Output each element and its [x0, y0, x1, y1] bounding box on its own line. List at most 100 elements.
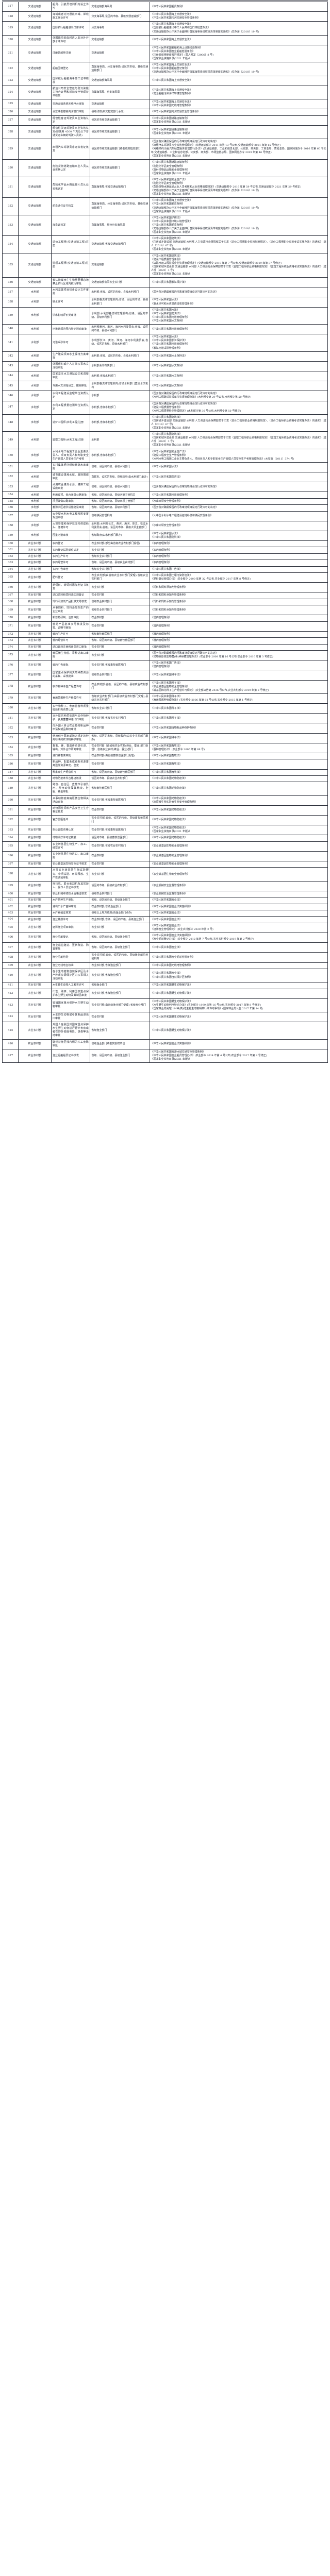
cell-license-item-name: 渔业捕捞许可 — [51, 916, 91, 923]
cell-department: 农业农村部 — [18, 861, 52, 868]
cell-department: 水利部 — [18, 287, 52, 298]
cell-legal-basis: 《中华人民共和国安全生产法》 《建设工程安全生产管理条例》 《水利水电工程施工企业主… — [149, 448, 328, 463]
legal-basis-line: 《交通运输部办公厅关于全面推行直属海事系统权责清单制度的通知》(交办海〔2018… — [151, 206, 259, 210]
cell-department: 交通运输部 — [18, 11, 52, 22]
cell-department: 农业农村部 — [18, 795, 52, 806]
table-row: 333 交通运输部 海员证核发 直属海事局、部分分支海事局 《中华人民共和国护照法》 《中… — [2, 214, 328, 236]
cell-license-item-name: 经营性客运驾驶员从业资格认定 — [51, 115, 91, 126]
cell-license-item-name: 出售、购买、利用国家重点保护水生野生动物及其制品审批 — [51, 988, 91, 999]
cell-department: 农业农村部 — [18, 572, 52, 583]
cell-legal-basis: 《中华人民共和国建筑法》 《住房和城乡建设部 交通运输部 水利部 人力资源社会保障… — [149, 431, 328, 449]
legal-basis-line: 《危险化学品安全管理条例》 — [151, 164, 185, 168]
cell-implementing-authority: 交通运输部 — [90, 98, 150, 110]
cell-serial-number: 363 — [2, 560, 19, 567]
cell-serial-number: 336 — [2, 277, 19, 288]
cell-legal-basis: 《兽药管理条例》 — [149, 621, 328, 632]
cell-legal-basis: 《中华人民共和国动物防疫法》 — [149, 835, 328, 842]
table-body: 317 交通运输部 船员、引航员培训机构设立许可 交通运输部海事局 《中华人民共和国船员… — [2, 1, 328, 1063]
legal-basis-line: 《水利工程质量检测管理规定》(水利部令第 36 号公布,水利部令第 50 号修正… — [151, 409, 241, 413]
legal-basis-line: 《国家职业资格目录(2021 年版)》 — [151, 210, 191, 213]
cell-license-item-name: 饲料添加剂产品批准文号核发 — [51, 598, 91, 606]
cell-implementing-authority: 省级政府(由水利部门承办) — [90, 530, 150, 541]
table-row: 407 农业农村部 渔业船舶建造、更新改造、购置审批 省级、设区的市级、县级渔业部门《… — [2, 942, 328, 953]
cell-department: 农业农村部 — [18, 1039, 52, 1049]
cell-legal-basis: 《中华人民共和国渔业船舶检验条例》 — [149, 952, 328, 963]
cell-legal-basis: 《中华人民共和国海上交通安全法》 《中华人民共和国船舶登记条例》 《交通运输部办公厅… — [149, 62, 328, 76]
cell-legal-basis: 《农业转基因生物安全管理条例》 — [149, 861, 328, 868]
cell-license-item-name: 船员适任证书核发 — [51, 197, 91, 215]
cell-implementing-authority: 农业农村部;省级、设区的市级、县级渔业船舶检验机构 — [90, 952, 150, 963]
legal-basis-line: 《中华人民共和国动物防疫法》 — [151, 818, 187, 822]
legal-basis-line: 《中华人民共和国畜牧法》 — [151, 744, 182, 748]
legal-basis-line: 《中华人民共和国种子法》 — [151, 681, 182, 685]
cell-department: 水利部 — [18, 351, 52, 362]
legal-basis-line: 《建设工程质量管理条例》 — [151, 258, 182, 261]
cell-serial-number: 372 — [2, 631, 19, 638]
cell-license-item-name: 出租汽车驾驶员客运资格证核发 — [51, 138, 91, 160]
legal-basis-line: 《中华人民共和国水法》 — [151, 298, 179, 302]
legal-basis-line: 《中华人民共和国水土保持法》 — [151, 354, 187, 358]
cell-department: 农业农村部 — [18, 909, 52, 917]
table-row: 327 交通运输部 经营性客运驾驶员从业资格认定 设区的市级交通运输部门 《中华人民共和… — [2, 115, 328, 126]
legal-basis-line: 《国家职业资格目录(2021 年版)》 — [151, 193, 191, 196]
cell-legal-basis: 《中华人民共和国水文条例》 — [149, 381, 328, 392]
cell-serial-number: 329 — [2, 138, 19, 160]
cell-department: 农业农村部 — [18, 703, 52, 714]
cell-serial-number: 353 — [2, 482, 19, 493]
legal-basis-line: 《中华人民共和国动物防疫法》 — [151, 796, 187, 800]
cell-implementing-authority: 水利部;省级水利部门 — [90, 400, 150, 415]
legal-basis-line: 《国家职业资格目录(2021 年版)》 — [151, 155, 191, 158]
legal-basis-line: 《农业转基因生物安全管理条例》 — [151, 685, 190, 688]
table-row: 322 交通运输部 船舶国籍登记 直属海事局、分支海事局;设区的市级、县级交通运输部门… — [2, 62, 328, 76]
cell-license-item-name: 国家重点保护的天然种质资源的采集、采伐批准 — [51, 670, 91, 681]
cell-license-item-name: 向外国人转让农业植物新品种申请权或品种权审批 — [51, 723, 91, 734]
table-row: 402 农业农村部 进出口水产苗种审批 农业农村部;省级渔业部门 《中华人民共和国渔业法… — [2, 903, 328, 911]
cell-license-item-name: 大坝管理和保护范围内修建码头、渔塘许可 — [51, 520, 91, 531]
cell-department: 农业农村部 — [18, 723, 52, 734]
cell-department: 交通运输部 — [18, 138, 52, 160]
table-row: 411 农业农村部 水生野生动物人工繁育许可 省级渔业部门 《中华人民共和国野生动物保护… — [2, 982, 328, 989]
table-row: 392 农业农村部 官方兽医任命 农业农村部;省级、设区的市级、县级畜牧兽医部门 《中华… — [2, 815, 328, 826]
table-row: 398 农业农村部 从事农业转基因生物试验研究、中间试验、环境释放、生产性试验审批农… — [2, 867, 328, 882]
legal-basis-line: 《中华人民共和国防洪法》 — [151, 312, 182, 315]
table-row: 394 农业农村部 动物诊疗许可证核发 设区的市级、县级畜牧兽医部门 《中华人民共和国动… — [2, 835, 328, 842]
cell-department: 农业农村部 — [18, 782, 52, 796]
legal-basis-line: 《注册验船师制度暂行规定》(国人部发〔2006〕8 号) — [151, 54, 214, 57]
cell-license-item-name: 城市建设填堵水域、废除围堤审批 — [51, 472, 91, 483]
legal-basis-line: 《住房和城乡建设部 交通运输部 水利部 人力资源社会保障部关于印发〈监理工程师职… — [151, 436, 326, 444]
cell-license-item-name: 农药广告审查 — [51, 566, 91, 573]
table-row: 354 水利部 利用堤顶、戗台兼做公路审批 省级、设区的市级、县级河道主管机关 《中华人… — [2, 492, 328, 499]
cell-legal-basis: 《中华人民共和国河道管理条例》 — [149, 324, 328, 335]
table-row: 342 水利部 生产建设项目水土保持方案审批 水利部;省级、设区的市级、县级水利部门《… — [2, 351, 328, 362]
legal-basis-line: 《中华人民共和国畜牧法》 — [151, 762, 182, 766]
cell-serial-number: 332 — [2, 197, 19, 215]
table-row: 319 交通运输部 国际航行船舶进出口岸许可 分支海事局 《中华人民共和国海上交通安全法… — [2, 21, 328, 36]
cell-legal-basis: 《中华人民共和国海上交通安全法》 — [149, 35, 328, 45]
cell-department: 交通运输部 — [18, 277, 52, 288]
legal-basis-line: 《中华人民共和国动物防疫法》 — [151, 808, 187, 812]
legal-basis-line: 《国务院对确需保留的行政审批项目设定行政许可的决定》 — [151, 506, 218, 510]
table-row: 366 农业农村部 新饲料、新饲料添加剂证书核发 农业农村部 《饲料和饲料添加剂管理条例… — [2, 582, 328, 593]
table-row: 369 农业农村部 从事饲料、饲料添加剂生产的企业审批 省级农业农村部门 《饲料和饲料添… — [2, 605, 328, 616]
cell-legal-basis: 《中华人民共和国野生动物保护法》 — [149, 1022, 328, 1040]
table-row: 318 交通运输部 海域或者内河通航水域、岸线施工作业许可 分支海事局;设区的市级、县… — [2, 11, 328, 22]
legal-basis-line: 《住房城乡建设部 交通运输部 水利部 人力资源社会保障部关于印发〈造价工程师职业… — [151, 241, 326, 248]
cell-serial-number: 325 — [2, 98, 19, 110]
cell-legal-basis: 《中华人民共和国种子法》 《食用菌菌种管理办法》(农业部令 2006 年第 62 … — [149, 693, 328, 704]
table-row: 367 农业农村部 进口饲料和饲料添加剂登记 农业农村部 《饲料和饲料添加剂管理条例》 — [2, 592, 328, 599]
cell-serial-number: 334 — [2, 235, 19, 253]
cell-license-item-name: 农药登记 — [51, 540, 91, 548]
legal-basis-line: 《建设工程质量管理条例》 — [151, 405, 182, 409]
cell-department: 农业农村部 — [18, 851, 52, 862]
cell-serial-number: 408 — [2, 952, 19, 963]
cell-legal-basis: 《中华人民共和国动物防疫法》 — [149, 805, 328, 816]
legal-basis-line: 《中华人民共和国水文条例》 — [151, 319, 185, 323]
cell-serial-number: 364 — [2, 566, 19, 573]
cell-department: 农业农村部 — [18, 621, 52, 632]
cell-serial-number: 389 — [2, 782, 19, 796]
cell-legal-basis: 《农业转基因生物安全管理条例》 — [149, 841, 328, 852]
cell-license-item-name: 进口种畜禽审批 — [51, 752, 91, 760]
cell-legal-basis: 《中华人民共和国动物防疫法》 《国家职业资格目录(2021 年版)》 — [149, 825, 328, 836]
cell-serial-number: 398 — [2, 867, 19, 882]
cell-serial-number: 337 — [2, 287, 19, 298]
